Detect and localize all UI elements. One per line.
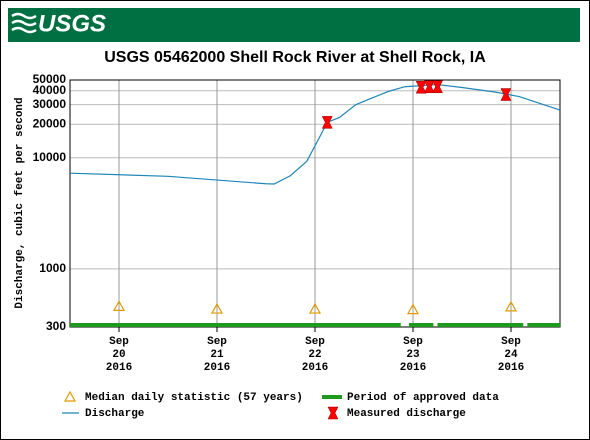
x-tick-label: 2016 [400,362,426,374]
median-marker [308,302,322,314]
x-tick-label: 22 [308,349,321,361]
y-tick-label: 20000 [33,116,67,130]
x-tick-label: 2016 [106,362,132,374]
x-tick-label: 23 [406,349,420,361]
legend-symbol [327,406,339,420]
approved-period [527,323,560,327]
x-tick-label: Sep [109,336,129,348]
y-tick-label: 1000 [39,261,66,275]
x-tick-label: 24 [504,349,518,361]
x-tick-label: 2016 [302,362,328,374]
y-tick-label: 50000 [33,72,67,86]
x-tick-label: Sep [305,336,325,348]
x-tick-label: 2016 [498,362,524,374]
discharge-line [69,83,561,185]
median-marker [504,300,518,312]
legend-symbol [63,390,77,402]
x-tick-label: Sep [207,336,227,348]
legend-label: Median daily statistic (57 years) [85,392,303,404]
y-tick-label: 30000 [33,97,67,111]
legend-label: Measured discharge [347,408,466,420]
legend-symbol [322,395,342,399]
header-bar [8,8,580,42]
approved-period [437,323,524,327]
median-marker [112,300,126,311]
y-tick-label: 300 [46,319,66,333]
measured-marker [432,80,443,93]
legend-label: Discharge [85,408,145,420]
measured-marker [500,88,512,101]
y-tick-label: 10000 [33,150,67,164]
median-marker [406,303,420,315]
x-tick-label: 2016 [204,362,230,374]
measured-marker [321,116,333,129]
approved-period [408,323,434,327]
y-axis-label: Discharge, cubic feet per second [14,97,26,308]
x-tick-label: Sep [403,336,423,348]
logo-waves [11,12,37,34]
x-tick-label: 21 [210,349,224,361]
median-marker [210,302,224,314]
legend-label: Period of approved data [347,392,499,404]
x-tick-label: 20 [112,349,125,361]
y-tick-label: 40000 [33,83,67,97]
logo: USGS [38,10,106,37]
approved-period [70,323,401,327]
x-tick-label: Sep [501,336,521,348]
chart-title: USGS 05462000 Shell Rock River at Shell … [104,49,486,66]
